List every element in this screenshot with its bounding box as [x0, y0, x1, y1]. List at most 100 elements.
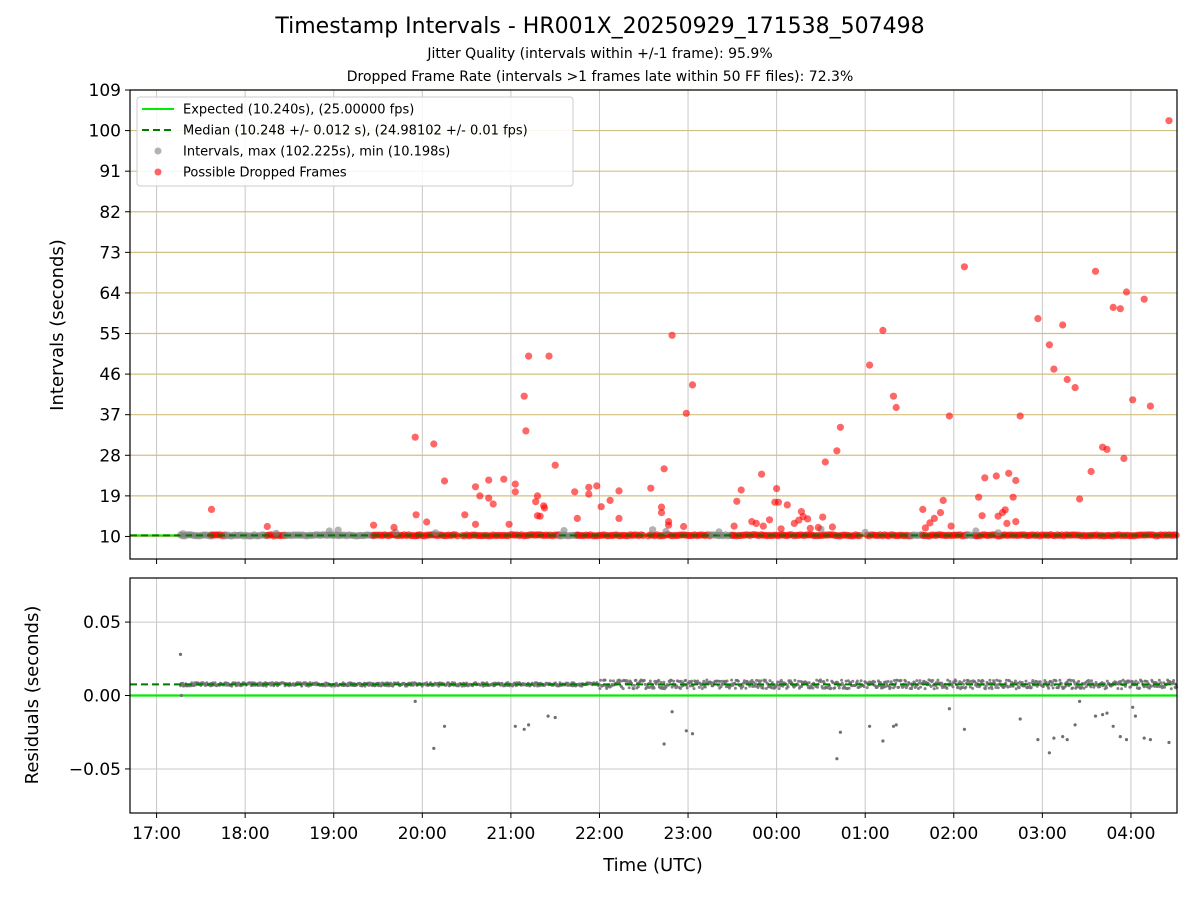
residual-point: [946, 678, 950, 682]
residual-point: [815, 678, 819, 682]
residual-point: [1087, 678, 1090, 682]
dropped-frame-point: [585, 483, 593, 491]
residual-point: [833, 686, 837, 690]
residual-point: [1098, 685, 1102, 689]
residual-point: [873, 680, 877, 684]
residual-point: [636, 685, 640, 689]
top-y-tick-label: 100: [89, 122, 121, 142]
residual-point: [690, 679, 694, 683]
dropped-frame-point: [1059, 321, 1067, 329]
residual-point: [697, 685, 701, 689]
residual-point: [1157, 678, 1161, 682]
residual-outlier-point: [894, 723, 898, 727]
dropped-frame-point: [597, 503, 605, 511]
dropped-frame-point: [1063, 375, 1071, 384]
legend-box: [136, 96, 574, 187]
dropped-frame-point: [1001, 506, 1009, 514]
x-tick-label: 20:00: [398, 824, 447, 844]
dropped-frame-point: [926, 519, 934, 527]
dropped-frame-point: [207, 505, 216, 513]
residual-point: [1077, 679, 1081, 683]
residual-point: [725, 679, 729, 683]
interval-point: [334, 526, 342, 534]
dropped-frame-point: [1003, 519, 1011, 528]
dropped-frame-point: [992, 472, 1000, 480]
top-y-tick-label: 55: [99, 325, 121, 345]
residual-point: [764, 687, 768, 690]
dropped-frame-point: [921, 524, 930, 532]
residual-point: [1050, 681, 1054, 685]
dropped-frame-point: [930, 514, 938, 523]
residual-outlier-point: [1101, 713, 1105, 717]
dropped-frame-point: [737, 486, 745, 494]
bottom-y-axis-label: Residuals (seconds): [22, 606, 43, 785]
residual-point: [633, 683, 636, 687]
dropped-frame-point: [975, 493, 983, 501]
residual-outlier-point: [1065, 738, 1069, 742]
dropped-frame-point: [657, 503, 666, 511]
residual-point: [899, 678, 903, 682]
dropped-frame-point: [593, 482, 601, 490]
dropped-frame-point: [879, 326, 887, 334]
x-tick-label: 17:00: [132, 824, 181, 844]
residual-point: [599, 678, 603, 682]
dropped-frame-point: [1146, 402, 1154, 410]
residual-point: [1120, 687, 1124, 691]
residual-point: [669, 678, 673, 682]
residual-point: [1169, 687, 1173, 691]
residual-point: [1069, 679, 1073, 682]
dropped-frame-point: [545, 352, 553, 360]
residual-point: [990, 687, 994, 691]
interval-point: [325, 527, 333, 535]
dropped-frame-point: [1009, 493, 1017, 501]
x-tick-label: 04:00: [1106, 824, 1155, 844]
residual-outlier-point: [962, 727, 967, 731]
residual-outlier-point: [413, 699, 417, 704]
residual-point: [642, 678, 646, 682]
dropped-frame-point: [471, 520, 480, 528]
dropped-frame-point: [1116, 305, 1124, 313]
residual-point: [662, 680, 666, 684]
residual-point: [1080, 685, 1084, 689]
dropped-frame-point: [1076, 495, 1084, 503]
residual-point: [621, 687, 625, 691]
residual-point: [1041, 685, 1045, 689]
residual-point: [1082, 686, 1086, 690]
residual-point: [998, 679, 1002, 683]
x-tick-label: 00:00: [752, 824, 801, 844]
residual-point: [770, 686, 773, 690]
residual-point: [603, 678, 607, 682]
residual-point: [230, 684, 234, 688]
residual-point: [1017, 686, 1021, 690]
residual-point: [664, 685, 668, 689]
residual-point: [935, 686, 939, 690]
residual-outlier-point: [527, 723, 531, 727]
residual-point: [819, 680, 823, 684]
dropped-frame-point: [522, 427, 530, 435]
residual-outlier-point: [1133, 714, 1137, 718]
residual-point: [657, 678, 661, 682]
residual-point: [915, 679, 919, 683]
dropped-frame-point: [1122, 288, 1131, 296]
residual-point: [847, 686, 851, 690]
residual-point: [1145, 680, 1149, 683]
residual-outlier-point: [1061, 735, 1065, 739]
residual-outlier-point: [522, 727, 526, 731]
dropped-frame-point: [532, 498, 540, 506]
residual-point: [1047, 686, 1051, 690]
dropped-frame-point: [1045, 341, 1053, 349]
dropped-frame-point: [1129, 396, 1137, 404]
dropped-frame-point: [765, 516, 774, 524]
dropped-frame-point: [476, 492, 484, 500]
residual-outlier-point: [690, 732, 695, 736]
dropped-frame-point: [892, 403, 900, 412]
dropped-frame-point: [571, 488, 579, 496]
residual-point: [727, 686, 731, 690]
dropped-frame-point: [505, 520, 513, 528]
dropped-frame-point: [500, 475, 508, 483]
residual-point: [777, 687, 781, 691]
residual-point: [807, 681, 811, 685]
residual-point: [932, 687, 936, 691]
residual-point: [1140, 680, 1144, 684]
residual-point: [821, 686, 825, 690]
